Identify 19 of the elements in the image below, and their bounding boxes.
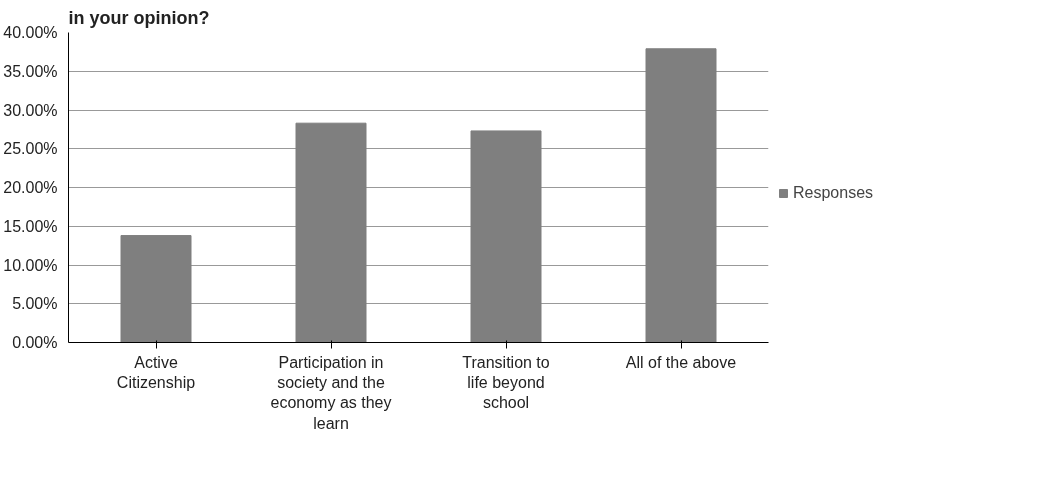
y-tick-label: 35.00% xyxy=(3,62,58,80)
bar xyxy=(470,130,542,343)
x-tick-label: Active Citizenship xyxy=(116,353,196,391)
y-tick-label: 20.00% xyxy=(3,179,58,196)
legend-label: Responses xyxy=(793,184,874,202)
y-tick-label: 15.00% xyxy=(3,217,58,235)
bar xyxy=(295,122,367,343)
y-tick-label: 25.00% xyxy=(3,140,58,158)
x-tick-label: Participation in society and the economy as they learn xyxy=(270,353,392,432)
y-tick-label: 10.00% xyxy=(3,256,58,274)
y-tick-label: 40.00% xyxy=(3,24,58,41)
x-tick-label: All of the above xyxy=(625,353,737,371)
chart-title: in your opinion? xyxy=(68,7,210,28)
y-tick-label: 0.00% xyxy=(12,334,58,351)
bar xyxy=(645,48,717,343)
x-tick-label: Transition to life beyond school xyxy=(462,353,550,412)
y-tick-label: 5.00% xyxy=(12,295,58,313)
bar xyxy=(120,235,192,343)
y-tick-label: 30.00% xyxy=(3,101,58,119)
